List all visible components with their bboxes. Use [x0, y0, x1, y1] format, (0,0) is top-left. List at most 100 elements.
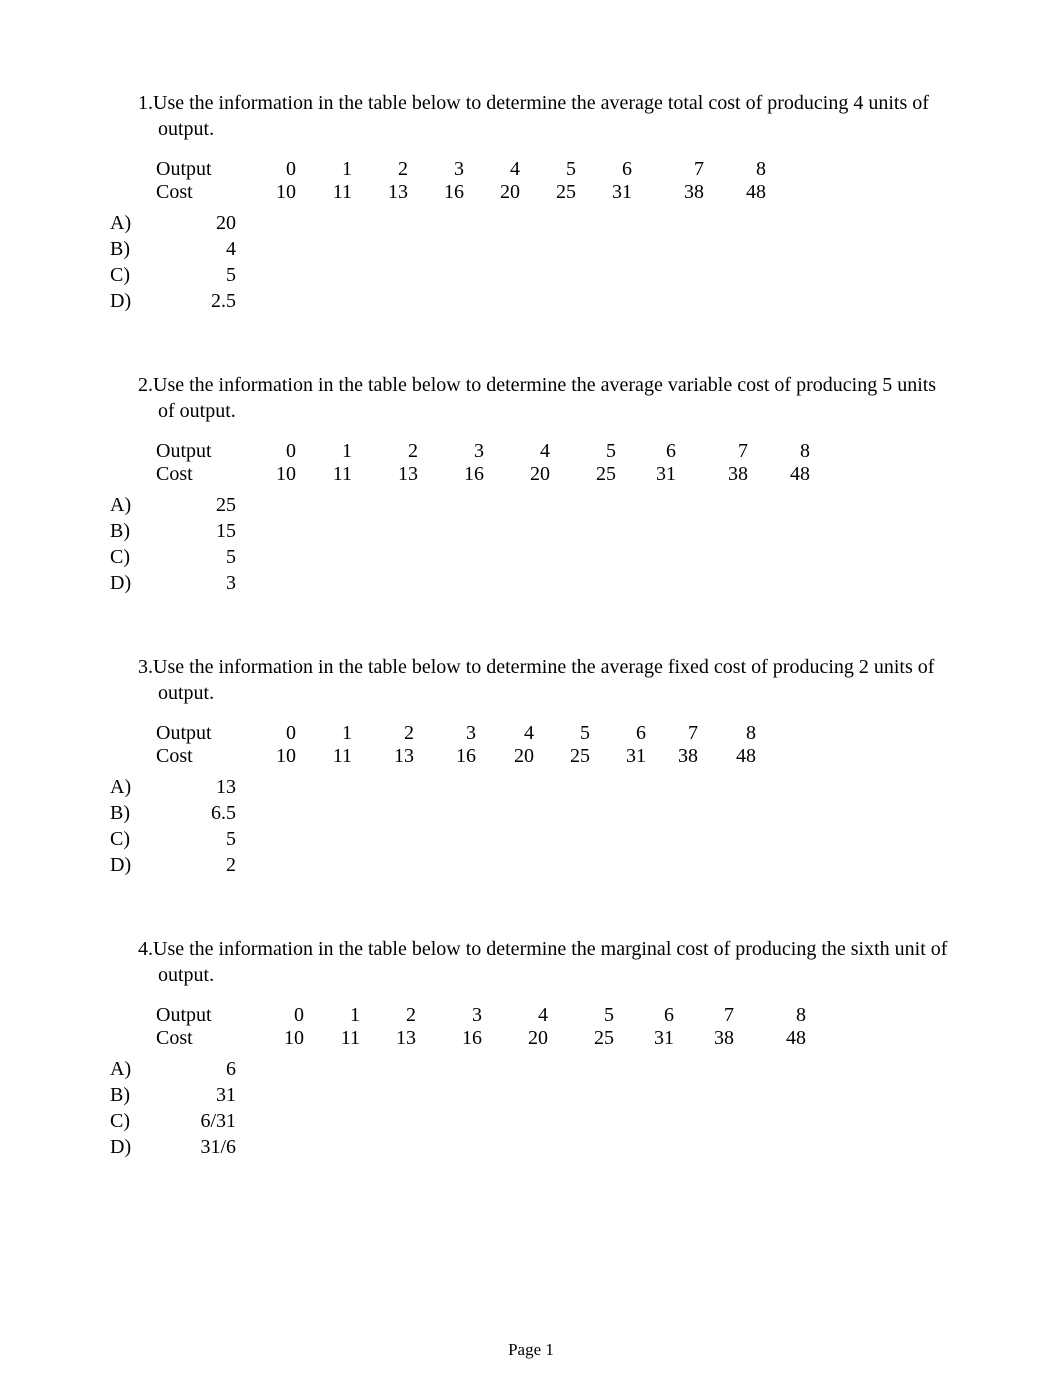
table-cell: 5 — [548, 1004, 614, 1027]
option-value: 20 — [156, 210, 244, 236]
table-row: Cost101113162025313848 — [156, 1027, 806, 1050]
table-row: Cost101113162025313848 — [156, 463, 810, 486]
table-cell: 6 — [616, 440, 676, 463]
answer-option: C)5 — [110, 544, 952, 570]
option-value: 15 — [156, 518, 244, 544]
option-value: 4 — [156, 236, 244, 262]
question-text-body: Use the information in the table below t… — [153, 656, 934, 704]
table-cell: 4 — [464, 158, 520, 181]
table-cell: 5 — [534, 722, 590, 745]
option-value: 5 — [156, 826, 244, 852]
answer-option: C)6/31 — [110, 1108, 952, 1134]
table-cell: 25 — [550, 463, 616, 486]
option-letter: D) — [110, 852, 156, 878]
table-cell: 11 — [296, 181, 352, 204]
data-table-wrap: Output012345678Cost101113162025313848 — [110, 158, 952, 204]
option-value: 5 — [156, 262, 244, 288]
table-row: Output012345678 — [156, 440, 810, 463]
table-cell: 10 — [246, 1027, 304, 1050]
question-prompt: 2.Use the information in the table below… — [110, 372, 952, 424]
table-cell: 7 — [632, 158, 704, 181]
table-cell: 1 — [304, 1004, 360, 1027]
table-cell: 1 — [296, 158, 352, 181]
answer-option: D)31/6 — [110, 1134, 952, 1160]
table-cell: 5 — [520, 158, 576, 181]
table-cell: 7 — [674, 1004, 734, 1027]
option-value: 2.5 — [156, 288, 244, 314]
table-row: Output012345678 — [156, 722, 756, 745]
question-prompt: 4.Use the information in the table below… — [110, 936, 952, 988]
page: 1.Use the information in the table below… — [0, 0, 1062, 1400]
row-label: Cost — [156, 181, 246, 204]
question-2: 2.Use the information in the table below… — [110, 372, 952, 596]
table-cell: 8 — [704, 158, 766, 181]
table-cell: 20 — [484, 463, 550, 486]
answer-option: B)15 — [110, 518, 952, 544]
table-cell: 31 — [590, 745, 646, 768]
table-cell: 38 — [632, 181, 704, 204]
table-row: Cost101113162025313848 — [156, 745, 756, 768]
table-cell: 7 — [676, 440, 748, 463]
row-label: Cost — [156, 463, 246, 486]
data-table-wrap: Output012345678Cost101113162025313848 — [110, 722, 952, 768]
table-cell: 48 — [704, 181, 766, 204]
option-value: 6 — [156, 1056, 244, 1082]
table-cell: 2 — [352, 440, 418, 463]
table-cell: 25 — [520, 181, 576, 204]
question-number: 2. — [138, 374, 153, 396]
table-cell: 11 — [296, 463, 352, 486]
answer-option: D)2.5 — [110, 288, 952, 314]
option-letter: C) — [110, 1108, 156, 1134]
answer-options: A)13B)6.5C)5D)2 — [110, 774, 952, 878]
cost-output-table: Output012345678Cost101113162025313848 — [156, 158, 766, 204]
table-cell: 6 — [576, 158, 632, 181]
table-cell: 4 — [482, 1004, 548, 1027]
cost-output-table: Output012345678Cost101113162025313848 — [156, 440, 810, 486]
table-cell: 13 — [352, 181, 408, 204]
table-cell: 20 — [476, 745, 534, 768]
option-letter: A) — [110, 492, 156, 518]
table-cell: 10 — [246, 181, 296, 204]
table-cell: 13 — [360, 1027, 416, 1050]
question-1: 1.Use the information in the table below… — [110, 90, 952, 314]
table-cell: 31 — [614, 1027, 674, 1050]
option-letter: A) — [110, 1056, 156, 1082]
row-label: Output — [156, 1004, 246, 1027]
option-letter: D) — [110, 570, 156, 596]
table-cell: 38 — [646, 745, 698, 768]
answer-option: B)4 — [110, 236, 952, 262]
table-row: Output012345678 — [156, 158, 766, 181]
option-letter: D) — [110, 288, 156, 314]
table-cell: 16 — [418, 463, 484, 486]
table-cell: 38 — [674, 1027, 734, 1050]
table-cell: 16 — [416, 1027, 482, 1050]
table-cell: 3 — [418, 440, 484, 463]
table-cell: 20 — [482, 1027, 548, 1050]
table-cell: 20 — [464, 181, 520, 204]
table-cell: 11 — [304, 1027, 360, 1050]
question-4: 4.Use the information in the table below… — [110, 936, 952, 1160]
option-value: 5 — [156, 544, 244, 570]
table-cell: 10 — [246, 745, 296, 768]
table-row: Cost101113162025313848 — [156, 181, 766, 204]
answer-options: A)25B)15C)5D)3 — [110, 492, 952, 596]
option-value: 6.5 — [156, 800, 244, 826]
table-cell: 6 — [614, 1004, 674, 1027]
table-cell: 1 — [296, 440, 352, 463]
table-cell: 3 — [414, 722, 476, 745]
question-number: 3. — [138, 656, 153, 678]
table-cell: 2 — [360, 1004, 416, 1027]
table-cell: 38 — [676, 463, 748, 486]
table-cell: 25 — [534, 745, 590, 768]
option-letter: A) — [110, 210, 156, 236]
option-value: 2 — [156, 852, 244, 878]
table-cell: 11 — [296, 745, 352, 768]
table-cell: 3 — [408, 158, 464, 181]
table-cell: 6 — [590, 722, 646, 745]
question-prompt: 1.Use the information in the table below… — [110, 90, 952, 142]
option-letter: A) — [110, 774, 156, 800]
table-cell: 5 — [550, 440, 616, 463]
row-label: Output — [156, 722, 246, 745]
row-label: Output — [156, 440, 246, 463]
table-row: Output012345678 — [156, 1004, 806, 1027]
